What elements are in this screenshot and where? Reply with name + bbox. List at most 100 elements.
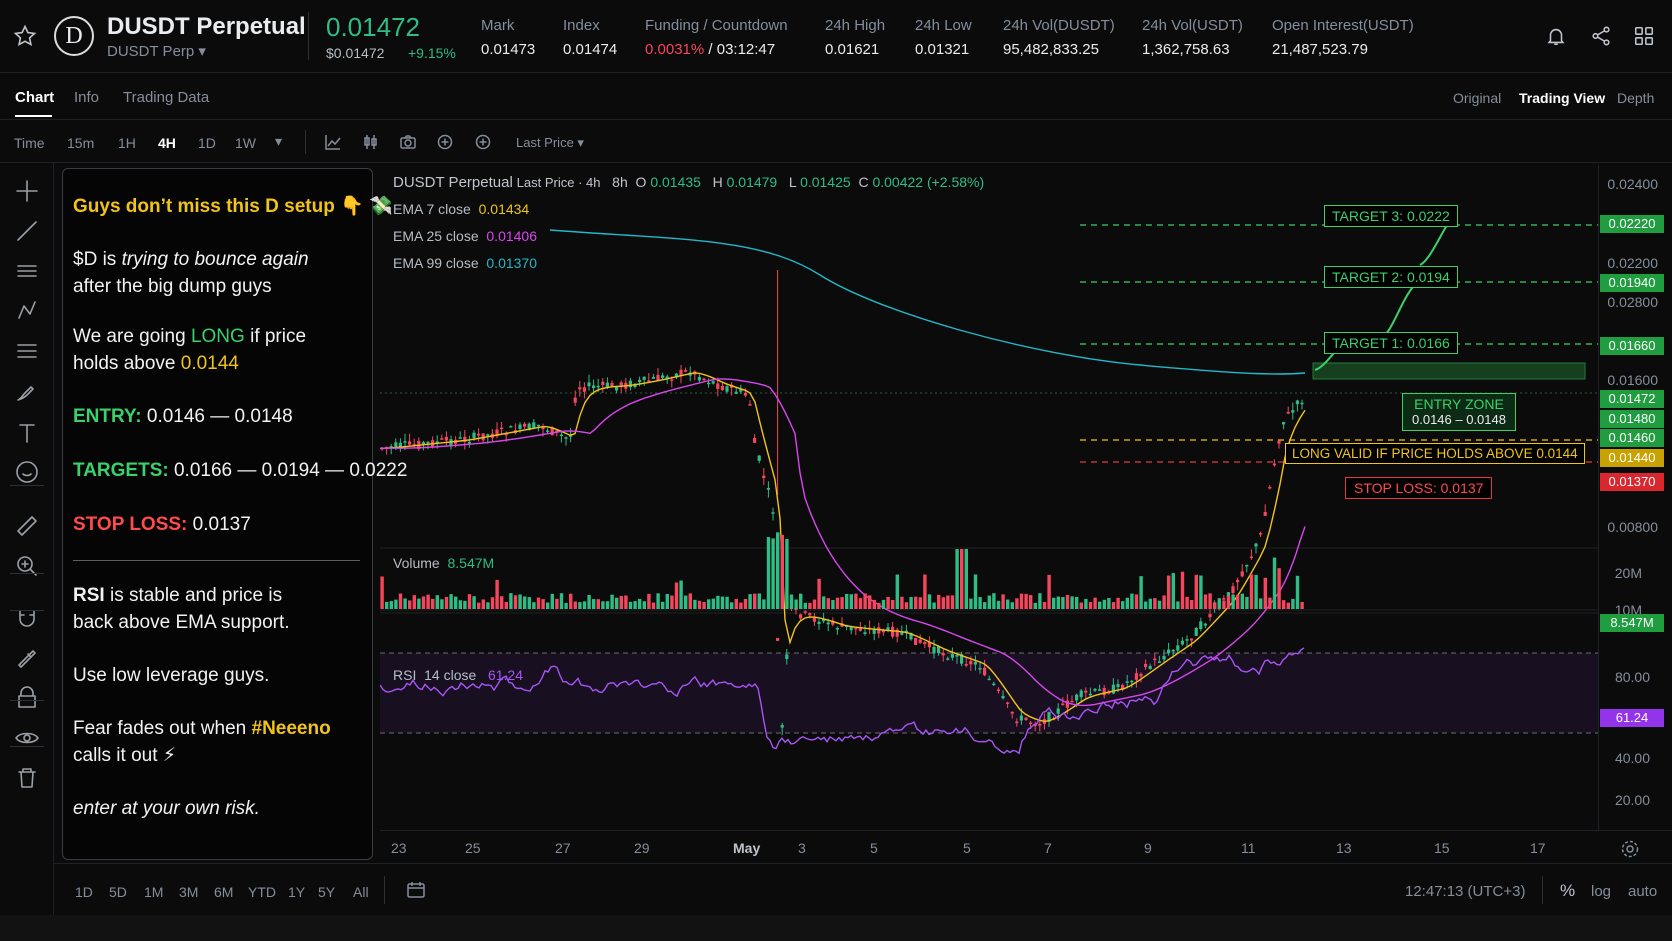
y-axis[interactable] xyxy=(1598,165,1672,830)
ema-line xyxy=(380,372,1306,723)
candle xyxy=(753,437,757,443)
trash-icon[interactable] xyxy=(14,765,40,791)
candle-style-icon[interactable] xyxy=(362,133,380,151)
range-1m[interactable]: 1M xyxy=(144,884,164,900)
candle xyxy=(536,424,540,427)
lock-icon[interactable] xyxy=(14,685,40,711)
volume-bar xyxy=(881,599,886,609)
tab-trading-data[interactable]: Trading Data xyxy=(123,89,210,106)
range-1d[interactable]: 1D xyxy=(75,884,93,900)
view-original[interactable]: Original xyxy=(1453,90,1502,106)
camera-icon[interactable] xyxy=(399,133,417,151)
ema-line xyxy=(380,378,1306,707)
volume-bar xyxy=(550,593,554,609)
entry-zone-label: ENTRY ZONE 0.0146 – 0.0148 xyxy=(1402,393,1516,431)
candle xyxy=(697,376,701,381)
volume-bar xyxy=(674,582,679,609)
interval-1d[interactable]: 1D xyxy=(198,135,216,151)
range-3m[interactable]: 3M xyxy=(179,884,199,900)
candle xyxy=(1203,623,1207,626)
interval-4h[interactable]: 4H xyxy=(158,135,176,151)
favorite-star-icon[interactable] xyxy=(13,24,37,48)
percent-toggle[interactable]: % xyxy=(1560,881,1576,900)
range-all[interactable]: All xyxy=(353,884,369,900)
interval-1w[interactable]: 1W xyxy=(235,135,256,151)
candle xyxy=(748,404,752,406)
chart-settings-icon[interactable] xyxy=(1620,839,1640,859)
volume-bar xyxy=(1268,597,1272,609)
emoji-tool-icon[interactable] xyxy=(14,459,40,485)
volume-bar xyxy=(969,598,973,609)
header-divider xyxy=(308,12,309,60)
volume-bar xyxy=(748,594,752,609)
magnet-icon[interactable] xyxy=(14,605,40,631)
candle xyxy=(1006,702,1010,704)
range-5y[interactable]: 5Y xyxy=(318,884,336,900)
x-tick: 7 xyxy=(1044,840,1052,856)
legend-ema99[interactable]: EMA 99 close 0.01370 xyxy=(393,255,537,271)
range-6m[interactable]: 6M xyxy=(214,884,234,900)
candle xyxy=(1121,684,1125,690)
eye-icon[interactable] xyxy=(14,725,40,751)
trendline-tool-icon[interactable] xyxy=(14,218,40,244)
legend-ema7[interactable]: EMA 7 close 0.01434 xyxy=(393,201,530,217)
volume-bar xyxy=(1102,599,1106,609)
interval-15m[interactable]: 15m xyxy=(67,135,95,151)
volume-bar xyxy=(743,599,748,609)
range-5d[interactable]: 5D xyxy=(109,884,127,900)
price-chart[interactable] xyxy=(380,165,1598,830)
candle xyxy=(1024,717,1028,720)
candle xyxy=(605,382,609,388)
calendar-icon[interactable] xyxy=(406,880,426,900)
volume-bar xyxy=(923,574,927,609)
x-tick: 11 xyxy=(1241,840,1256,856)
price-source-dropdown[interactable]: Last Price ▾ xyxy=(516,135,584,150)
x-tick: 29 xyxy=(634,840,650,856)
interval-1h[interactable]: 1H xyxy=(118,135,136,151)
entry-zone-box xyxy=(1312,362,1586,380)
ruler-tool-icon[interactable] xyxy=(14,513,40,539)
crosshair-tool-icon[interactable] xyxy=(14,178,40,204)
volume-bar xyxy=(1121,601,1125,609)
volume-bar xyxy=(835,597,840,609)
volume-bar xyxy=(477,602,481,609)
candle xyxy=(1208,613,1212,618)
volume-bar xyxy=(895,574,899,609)
bell-icon[interactable] xyxy=(1545,25,1567,47)
range-1y[interactable]: 1Y xyxy=(288,884,306,900)
indicator-chart-icon[interactable] xyxy=(324,133,342,151)
share-icon[interactable] xyxy=(1590,25,1612,47)
volume-bar xyxy=(983,602,987,609)
symbol-title[interactable]: DUSDT Perpetual xyxy=(107,13,306,40)
footer-strip xyxy=(0,915,1672,941)
candle xyxy=(766,488,770,490)
candle xyxy=(923,641,927,645)
add-circle-icon[interactable] xyxy=(474,133,492,151)
symbol-subtitle[interactable]: DUSDT Perp ▾ xyxy=(107,43,206,60)
auto-toggle[interactable]: auto xyxy=(1628,883,1658,900)
log-toggle[interactable]: log xyxy=(1591,883,1612,900)
range-ytd[interactable]: YTD xyxy=(248,884,276,900)
volume-bar xyxy=(486,602,490,609)
lock-draw-icon[interactable] xyxy=(14,645,40,671)
candle xyxy=(1134,673,1138,680)
measure-lines-icon[interactable] xyxy=(14,338,40,364)
pattern-tool-icon[interactable] xyxy=(14,298,40,324)
stop-loss-label: STOP LOSS: 0.0137 xyxy=(1345,477,1493,499)
interval-more-dropdown[interactable]: ▾ xyxy=(275,133,283,149)
text-tool-icon[interactable] xyxy=(14,420,40,446)
tab-info[interactable]: Info xyxy=(74,89,100,106)
crosshair-add-icon[interactable] xyxy=(436,133,454,151)
x-axis[interactable] xyxy=(380,830,1672,831)
interval-time[interactable]: Time xyxy=(14,135,45,151)
view-depth[interactable]: Depth xyxy=(1617,90,1655,106)
tab-chart[interactable]: Chart xyxy=(15,89,55,106)
brush-tool-icon[interactable] xyxy=(14,378,40,404)
fib-tool-icon[interactable] xyxy=(14,258,40,284)
grid-menu-icon[interactable] xyxy=(1633,25,1655,47)
zoom-in-icon[interactable] xyxy=(14,553,40,579)
volume-bar xyxy=(1157,600,1162,609)
legend-ema25[interactable]: EMA 25 close 0.01406 xyxy=(393,228,537,244)
view-trading-view[interactable]: Trading View xyxy=(1519,90,1606,106)
stat-label: Index xyxy=(563,17,600,34)
